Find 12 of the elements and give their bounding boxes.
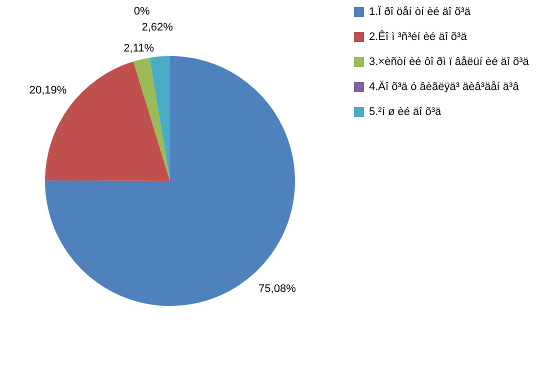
- data-label: 2,11%: [124, 42, 154, 55]
- legend-label: 3.×èñòí èé ôî ðì ï âåëüí èé äî õ³ä: [369, 56, 530, 68]
- data-label: 75,08%: [258, 282, 296, 295]
- legend-label: 4.Äî õ³ä ó âèãëÿä³ äèâ³äåí ä³â: [369, 80, 520, 93]
- pie-slice: [150, 56, 170, 181]
- data-label: 2,62%: [142, 22, 174, 34]
- pie-slice: [133, 58, 170, 181]
- data-label: 20,19%: [29, 84, 67, 96]
- legend-label: 2.Êî ì ³ñ³éí èé äî õ³ä: [369, 30, 468, 43]
- legend-label: 1.Ï ðî öåí òí èé äî õ³ä: [369, 5, 472, 18]
- legend-label: 5.²í ø èé äî õ³ä: [369, 106, 442, 118]
- text: 0%: [134, 5, 150, 18]
